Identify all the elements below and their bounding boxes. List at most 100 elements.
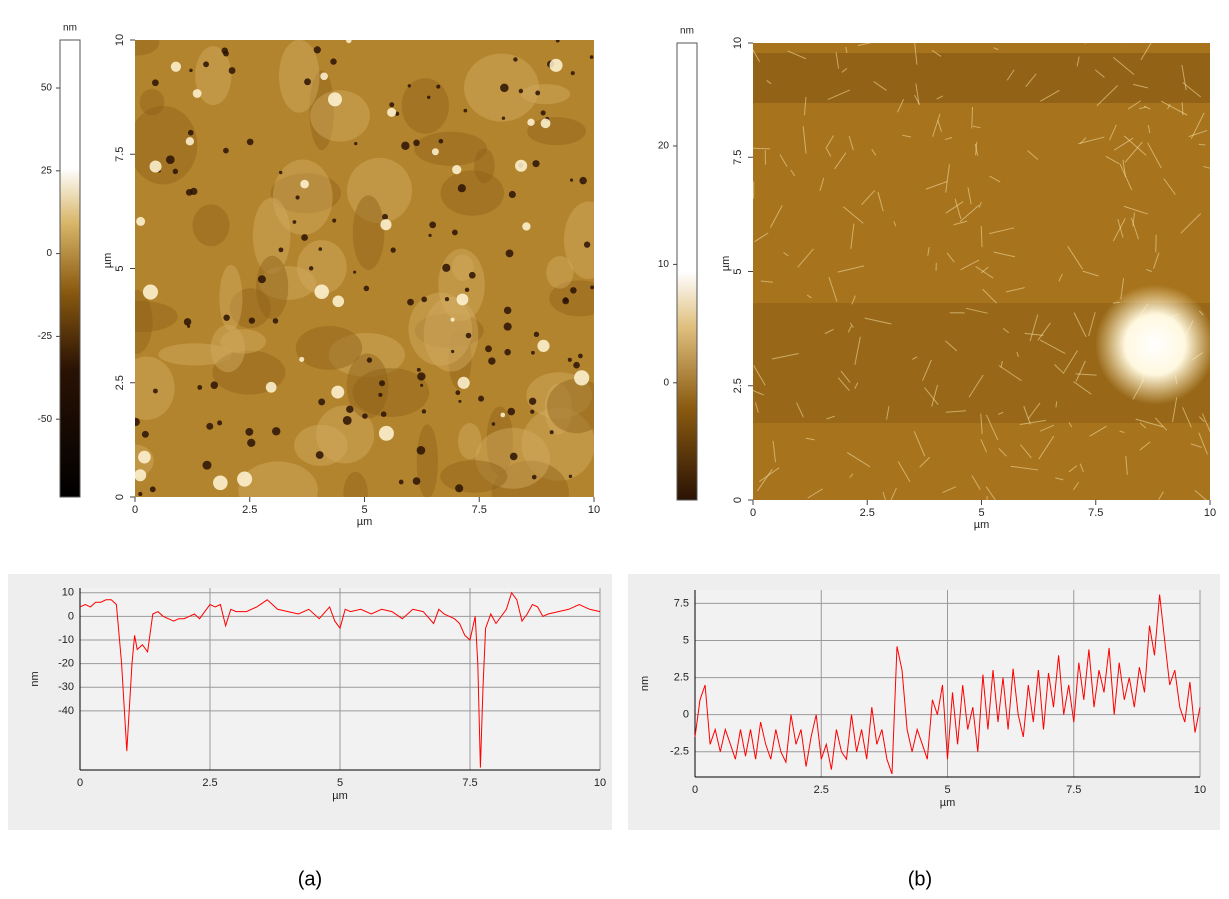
texture — [310, 90, 370, 142]
x-tick-label: 0 — [692, 784, 698, 796]
texture — [989, 227, 1015, 235]
x-tick-label: 2.5 — [860, 507, 875, 519]
texture — [927, 246, 930, 256]
texture — [228, 67, 236, 74]
texture — [754, 402, 759, 413]
texture — [1025, 73, 1037, 88]
texture — [579, 176, 587, 185]
texture — [436, 84, 441, 89]
x-tick-label: 7.5 — [462, 777, 477, 789]
texture — [135, 469, 147, 482]
colorbar-tick-label: -50 — [38, 414, 53, 425]
texture — [185, 137, 195, 146]
texture — [313, 46, 321, 54]
texture — [428, 233, 432, 237]
texture — [1024, 332, 1044, 336]
texture — [304, 78, 311, 86]
texture — [508, 190, 516, 199]
texture — [1006, 69, 1015, 81]
texture — [401, 141, 410, 150]
texture — [540, 110, 546, 116]
texture — [455, 390, 461, 396]
texture — [756, 468, 773, 492]
texture — [847, 325, 852, 333]
texture — [1105, 155, 1120, 165]
texture — [1112, 57, 1135, 75]
texture — [924, 387, 939, 406]
texture — [530, 409, 535, 414]
x-tick-label: 5 — [361, 504, 367, 516]
texture — [837, 265, 865, 273]
texture — [569, 178, 574, 182]
texture — [837, 377, 850, 391]
texture — [332, 218, 337, 223]
texture — [504, 348, 511, 356]
texture — [485, 345, 492, 353]
texture — [452, 229, 458, 236]
texture — [945, 201, 964, 214]
texture — [1079, 463, 1084, 472]
texture — [978, 202, 982, 208]
texture — [531, 474, 537, 480]
texture — [491, 422, 496, 426]
texture — [766, 80, 772, 85]
texture — [248, 317, 256, 324]
texture — [971, 475, 981, 490]
texture — [1088, 312, 1096, 337]
texture — [849, 473, 854, 478]
texture — [931, 49, 942, 57]
texture — [769, 205, 783, 228]
texture — [278, 40, 320, 113]
texture — [806, 294, 812, 299]
texture — [1076, 56, 1080, 67]
texture — [803, 96, 807, 116]
texture — [440, 170, 505, 216]
texture — [412, 477, 421, 485]
texture — [824, 328, 834, 335]
texture — [1055, 401, 1058, 408]
texture — [1198, 143, 1206, 146]
texture — [1143, 105, 1151, 110]
texture — [1163, 178, 1176, 195]
texture — [1135, 418, 1164, 428]
texture — [1109, 124, 1117, 141]
texture — [1027, 402, 1041, 420]
texture — [513, 57, 518, 62]
texture — [1000, 361, 1003, 368]
texture — [229, 288, 271, 329]
texture — [570, 71, 575, 76]
texture — [1068, 422, 1073, 428]
texture — [189, 68, 193, 73]
texture — [346, 405, 354, 414]
texture — [223, 147, 229, 154]
texture — [998, 411, 1004, 415]
texture — [1113, 137, 1134, 151]
texture — [142, 284, 159, 300]
texture — [759, 467, 780, 482]
y-tick-label: 2.5 — [114, 375, 126, 390]
texture — [925, 180, 948, 190]
texture — [135, 40, 160, 56]
colorbar-tick-label: 0 — [663, 377, 669, 388]
texture — [841, 67, 848, 73]
texture — [942, 486, 957, 494]
texture — [299, 356, 305, 363]
texture — [1198, 432, 1208, 455]
texture — [505, 249, 514, 258]
texture — [540, 118, 551, 129]
texture — [318, 247, 323, 251]
texture — [237, 471, 253, 487]
texture — [488, 357, 496, 365]
texture — [465, 332, 472, 339]
texture — [981, 266, 989, 274]
x-tick-label: 7.5 — [1088, 507, 1103, 519]
texture — [1188, 129, 1208, 138]
texture — [187, 129, 194, 136]
texture — [301, 234, 308, 241]
x-axis-label: µm — [940, 797, 956, 809]
texture — [549, 430, 554, 435]
texture — [416, 424, 438, 497]
texture — [753, 53, 1210, 103]
texture — [331, 385, 345, 399]
texture — [1146, 268, 1152, 272]
